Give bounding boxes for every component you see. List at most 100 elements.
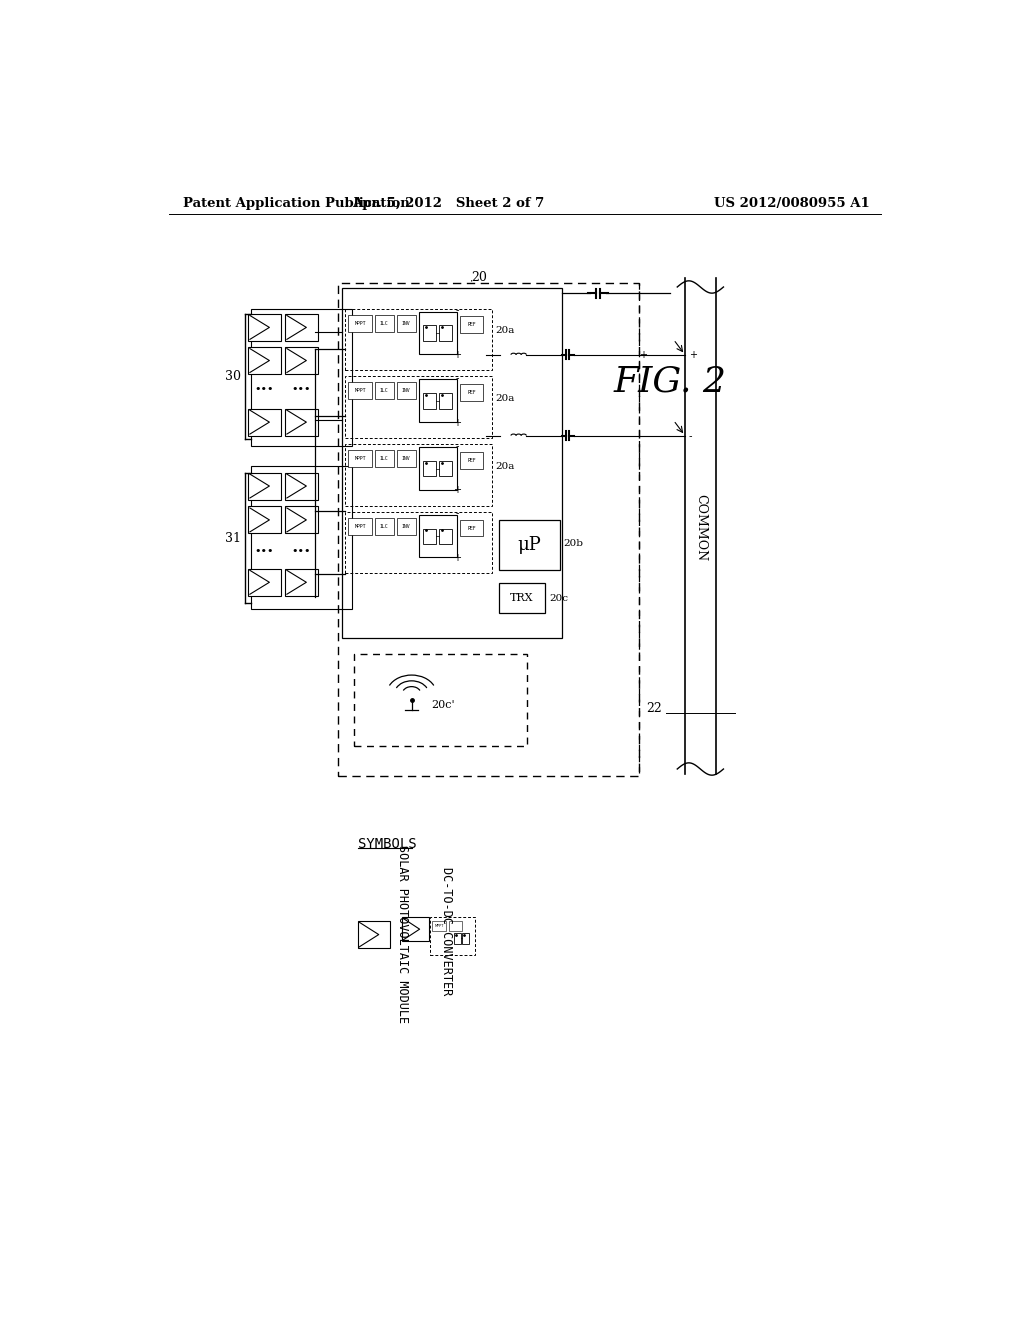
Bar <box>460 317 483 333</box>
Text: TRX: TRX <box>510 593 534 603</box>
Text: -: - <box>641 430 644 441</box>
Bar <box>286 569 317 595</box>
Text: REF: REF <box>467 525 476 531</box>
Text: INV: INV <box>401 388 411 393</box>
Text: 20a: 20a <box>496 462 515 471</box>
Bar <box>397 450 416 467</box>
Bar <box>423 326 436 341</box>
Text: SOLAR PHOTOVOLTAIC MODULE: SOLAR PHOTOVOLTAIC MODULE <box>396 846 410 1023</box>
Text: 20b: 20b <box>563 539 584 548</box>
Bar <box>348 517 372 535</box>
Bar <box>249 507 281 533</box>
Text: MPPT: MPPT <box>434 924 444 928</box>
Text: •••: ••• <box>255 546 274 556</box>
Text: μP: μP <box>517 536 542 554</box>
Bar <box>348 383 372 400</box>
Text: FIG. 2: FIG. 2 <box>613 364 726 399</box>
Text: REF: REF <box>467 322 476 327</box>
Bar <box>450 921 462 932</box>
Text: 20: 20 <box>472 271 487 284</box>
Text: •••: ••• <box>292 384 311 395</box>
Bar <box>439 461 453 477</box>
Bar <box>348 314 372 331</box>
Bar <box>286 314 317 341</box>
Text: 20a: 20a <box>496 395 515 403</box>
Text: +: + <box>453 486 461 495</box>
Bar <box>397 517 416 535</box>
Bar <box>345 512 493 573</box>
Text: Apr. 5, 2012   Sheet 2 of 7: Apr. 5, 2012 Sheet 2 of 7 <box>351 197 544 210</box>
Bar <box>249 473 281 499</box>
Bar <box>249 347 281 374</box>
Bar <box>460 384 483 401</box>
Bar <box>397 314 416 331</box>
Text: ILC: ILC <box>380 524 388 529</box>
Bar <box>345 376 493 438</box>
Bar <box>286 473 317 499</box>
Bar <box>342 288 562 638</box>
Text: •••: ••• <box>255 384 274 395</box>
Text: +: + <box>639 350 646 360</box>
Text: 31: 31 <box>225 532 242 545</box>
Text: MPPT: MPPT <box>354 388 366 393</box>
Bar <box>419 312 457 354</box>
Bar <box>460 520 483 536</box>
Text: MPPT: MPPT <box>354 321 366 326</box>
Bar <box>499 520 560 570</box>
Bar <box>439 393 453 409</box>
Bar <box>357 921 390 949</box>
Bar <box>348 450 372 467</box>
Text: 22: 22 <box>646 702 662 715</box>
Text: INV: INV <box>401 321 411 326</box>
Bar <box>401 917 429 941</box>
Bar <box>249 314 281 341</box>
Bar <box>430 917 475 956</box>
Text: Patent Application Publication: Patent Application Publication <box>183 197 410 210</box>
Bar <box>375 450 394 467</box>
Bar <box>460 451 483 469</box>
Text: MPPT: MPPT <box>354 524 366 529</box>
Bar <box>499 583 545 612</box>
Bar <box>345 444 493 506</box>
Bar <box>375 517 394 535</box>
Bar <box>286 507 317 533</box>
Text: +: + <box>453 417 461 428</box>
Bar <box>419 379 457 422</box>
Bar <box>423 529 436 544</box>
Bar <box>286 347 317 374</box>
Bar <box>249 569 281 595</box>
Text: •••: ••• <box>292 546 311 556</box>
Text: ILC: ILC <box>380 388 388 393</box>
Text: US 2012/0080955 A1: US 2012/0080955 A1 <box>714 197 869 210</box>
Text: 30: 30 <box>225 370 242 383</box>
Text: 20a: 20a <box>496 326 515 335</box>
Text: INV: INV <box>401 457 411 461</box>
Text: -: - <box>456 508 459 519</box>
Text: INV: INV <box>401 524 411 529</box>
Text: -: - <box>456 305 459 315</box>
Text: ILC: ILC <box>380 457 388 461</box>
Text: -: - <box>689 430 692 441</box>
Text: 20c': 20c' <box>431 700 455 710</box>
Bar <box>439 529 453 544</box>
Text: COMMON: COMMON <box>694 495 707 561</box>
Text: 20c: 20c <box>550 594 568 603</box>
Text: REF: REF <box>467 458 476 463</box>
Bar <box>339 284 639 776</box>
Text: SYMBOLS: SYMBOLS <box>357 837 417 850</box>
Bar <box>252 309 351 446</box>
Bar <box>419 447 457 490</box>
Text: DC-TO-DC CONVERTER: DC-TO-DC CONVERTER <box>440 867 453 995</box>
Text: +: + <box>453 350 461 360</box>
Bar <box>375 383 394 400</box>
Text: ILC: ILC <box>380 321 388 326</box>
Text: REF: REF <box>467 389 476 395</box>
Bar <box>463 933 469 944</box>
Bar <box>375 314 394 331</box>
Bar <box>432 921 446 932</box>
Text: MPPT: MPPT <box>354 457 366 461</box>
Bar <box>252 466 351 609</box>
Bar <box>249 409 281 436</box>
Text: +: + <box>453 553 461 564</box>
Bar <box>423 461 436 477</box>
